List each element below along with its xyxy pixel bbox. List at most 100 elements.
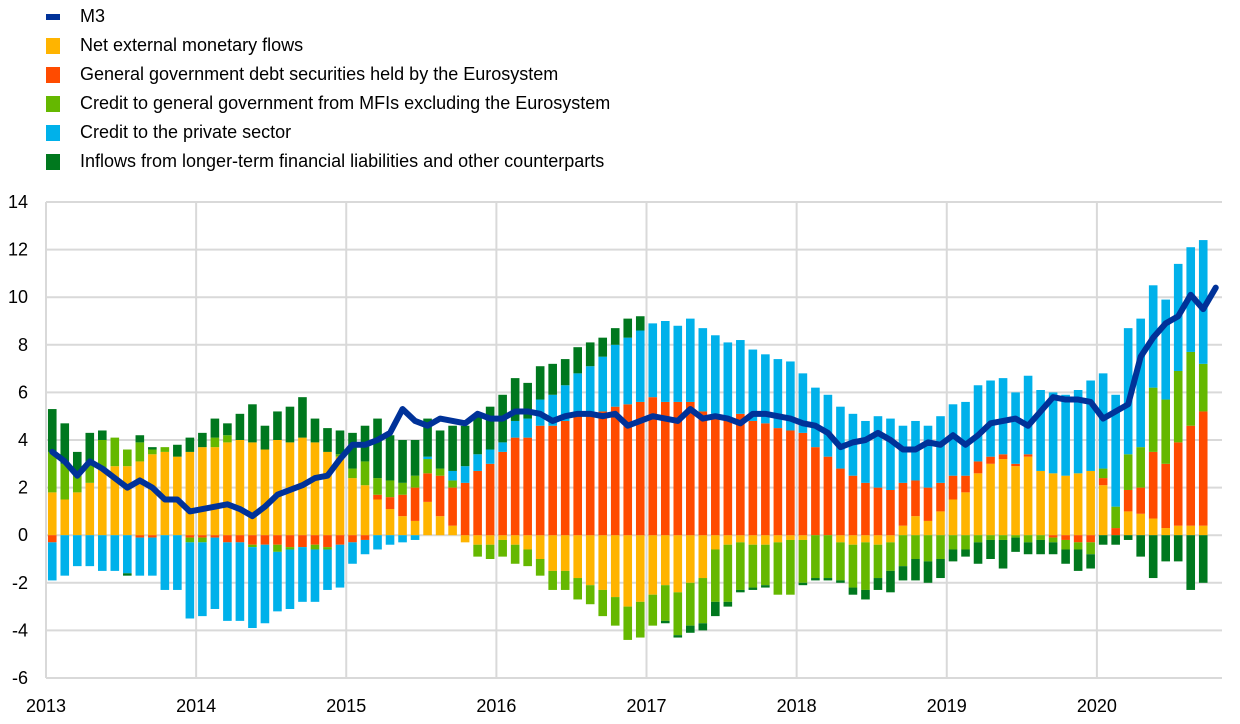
y-tick-label: 4 — [18, 430, 28, 450]
bar-gg-82 — [1073, 535, 1083, 543]
bar-cp-82 — [1073, 390, 1083, 474]
y-axis-ticks: -6 -4 -2 0 2 4 6 8 10 12 14 — [8, 192, 28, 688]
bar-lt-37 — [510, 378, 520, 421]
bar-cg-75 — [986, 535, 995, 540]
bar-cg-87 — [1136, 447, 1145, 488]
bar-cp-49 — [660, 321, 670, 402]
bar-ne-13 — [210, 447, 220, 536]
bar-cp-17 — [260, 544, 270, 624]
bar-cp-58 — [773, 359, 783, 429]
bar-gg-18 — [273, 535, 282, 545]
bar-cg-43 — [585, 585, 595, 605]
bar-cg-42 — [573, 578, 582, 600]
bar-ne-49 — [660, 535, 670, 586]
bar-cp-24 — [348, 542, 357, 564]
bar-cp-34 — [473, 454, 482, 471]
bar-ne-38 — [523, 535, 532, 550]
bar-lt-55 — [736, 589, 745, 593]
bar-gg-89 — [1161, 463, 1170, 529]
legend-label-m3: M3 — [80, 6, 106, 26]
bar-cp-71 — [936, 416, 945, 483]
bar-cg-35 — [485, 544, 495, 559]
bar-lt-75 — [986, 539, 995, 559]
bar-cp-30 — [423, 456, 432, 460]
bar-ne-41 — [560, 535, 570, 571]
bar-lt-56 — [748, 587, 758, 590]
bar-cp-70 — [923, 425, 933, 488]
bar-cg-26 — [373, 478, 382, 495]
bar-ne-21 — [310, 442, 320, 536]
bar-cp-51 — [686, 318, 695, 402]
bar-lt-60 — [798, 582, 808, 586]
bar-ne-24 — [348, 478, 357, 536]
bar-gg-64 — [848, 475, 858, 536]
bar-lt-39 — [535, 366, 545, 400]
bar-gg-28 — [398, 494, 407, 517]
x-tick-label: 2019 — [927, 696, 967, 716]
m3-line-group — [49, 284, 1219, 520]
bar-lt-63 — [836, 580, 845, 583]
bar-cp-45 — [610, 344, 620, 407]
bar-ne-17 — [260, 449, 270, 536]
bar-cp-22 — [323, 549, 332, 590]
bar-cp-62 — [823, 394, 833, 457]
bar-cp-27 — [385, 535, 395, 545]
x-tick-label: 2016 — [476, 696, 516, 716]
bar-ne-59 — [786, 535, 795, 540]
bar-ne-0 — [47, 492, 57, 536]
bar-cg-60 — [798, 539, 808, 583]
bar-cp-77 — [1011, 392, 1020, 464]
bar-ne-50 — [673, 535, 683, 593]
bar-gg-69 — [911, 480, 920, 517]
bar-gg-57 — [761, 423, 770, 536]
bar-cp-36 — [498, 442, 507, 452]
bar-ne-75 — [986, 463, 995, 536]
bar-cp-18 — [273, 551, 282, 612]
bar-gg-27 — [385, 497, 395, 510]
bar-gg-11 — [185, 535, 195, 538]
bar-gg-8 — [148, 535, 157, 538]
legend-item-credit-gg-mfis: Credit to general government from MFIs e… — [46, 89, 610, 118]
x-tick-label: 2017 — [626, 696, 666, 716]
bar-cp-6 — [123, 535, 132, 574]
bar-gg-25 — [360, 535, 370, 540]
bar-cg-70 — [923, 535, 933, 562]
bar-gg-65 — [861, 482, 870, 536]
bar-ne-23 — [335, 456, 345, 536]
bar-lt-86 — [1123, 535, 1133, 540]
bar-lt-2 — [72, 451, 82, 474]
bar-cp-32 — [448, 470, 457, 481]
bar-cg-84 — [1098, 468, 1108, 479]
bar-cg-53 — [711, 549, 720, 602]
bar-lt-66 — [873, 578, 883, 590]
bar-lt-52 — [698, 623, 708, 631]
bar-ne-73 — [961, 492, 970, 536]
bar-lt-67 — [886, 570, 895, 593]
bar-cp-54 — [723, 342, 733, 421]
bar-cp-0 — [47, 542, 57, 581]
bar-cg-67 — [886, 542, 895, 571]
bar-ne-9 — [160, 451, 170, 536]
bar-gg-7 — [135, 535, 145, 538]
bar-ne-70 — [923, 520, 933, 536]
bar-lt-30 — [423, 418, 432, 457]
bar-cp-21 — [310, 549, 320, 602]
bar-cg-79 — [1036, 535, 1045, 540]
bar-ne-8 — [148, 454, 157, 536]
bar-cg-55 — [736, 542, 745, 590]
bar-lt-45 — [610, 328, 620, 345]
bar-cp-25 — [360, 539, 370, 555]
bar-ne-65 — [861, 535, 870, 543]
bar-cg-16 — [248, 544, 257, 548]
bar-lt-8 — [148, 447, 157, 450]
bar-cp-86 — [1123, 328, 1133, 455]
bar-ne-32 — [448, 525, 457, 536]
bar-lt-57 — [761, 585, 770, 588]
bar-ne-29 — [410, 520, 420, 536]
bar-cg-6 — [123, 449, 132, 467]
bar-gg-75 — [986, 456, 995, 464]
bar-cg-90 — [1173, 370, 1183, 443]
bar-cp-37 — [510, 420, 520, 438]
bar-lt-84 — [1098, 535, 1108, 545]
bar-cg-52 — [698, 578, 708, 624]
